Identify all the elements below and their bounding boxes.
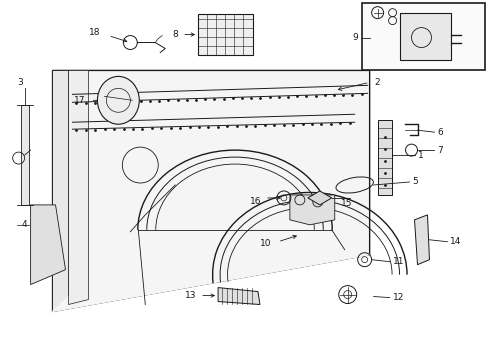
Polygon shape xyxy=(308,191,332,205)
Polygon shape xyxy=(52,71,369,311)
Text: 15: 15 xyxy=(341,199,352,208)
Text: 10: 10 xyxy=(260,239,272,248)
Polygon shape xyxy=(378,120,392,195)
Text: 13: 13 xyxy=(185,291,196,300)
Text: 17: 17 xyxy=(74,96,85,105)
Polygon shape xyxy=(52,230,369,311)
Text: 7: 7 xyxy=(438,145,443,154)
Bar xyxy=(399,13,451,60)
Text: 8: 8 xyxy=(172,30,178,39)
Text: 12: 12 xyxy=(392,293,404,302)
Text: 16: 16 xyxy=(249,197,261,206)
Text: 1: 1 xyxy=(417,150,423,159)
Bar xyxy=(198,14,253,55)
Polygon shape xyxy=(30,205,66,285)
Text: 14: 14 xyxy=(450,237,462,246)
Text: 4: 4 xyxy=(22,220,27,229)
Polygon shape xyxy=(21,105,28,205)
Text: 11: 11 xyxy=(392,257,404,266)
Text: 9: 9 xyxy=(352,33,358,42)
Polygon shape xyxy=(218,288,260,305)
Text: 6: 6 xyxy=(438,128,443,137)
Polygon shape xyxy=(69,71,89,305)
Text: 5: 5 xyxy=(413,177,418,186)
Text: 2: 2 xyxy=(375,78,380,87)
Polygon shape xyxy=(415,215,429,265)
Polygon shape xyxy=(290,195,335,225)
Text: 3: 3 xyxy=(18,78,24,87)
Text: 18: 18 xyxy=(89,28,100,37)
Bar xyxy=(362,3,485,71)
Polygon shape xyxy=(52,71,69,311)
Ellipse shape xyxy=(98,76,139,124)
